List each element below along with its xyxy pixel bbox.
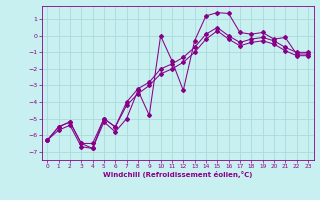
X-axis label: Windchill (Refroidissement éolien,°C): Windchill (Refroidissement éolien,°C) [103, 171, 252, 178]
